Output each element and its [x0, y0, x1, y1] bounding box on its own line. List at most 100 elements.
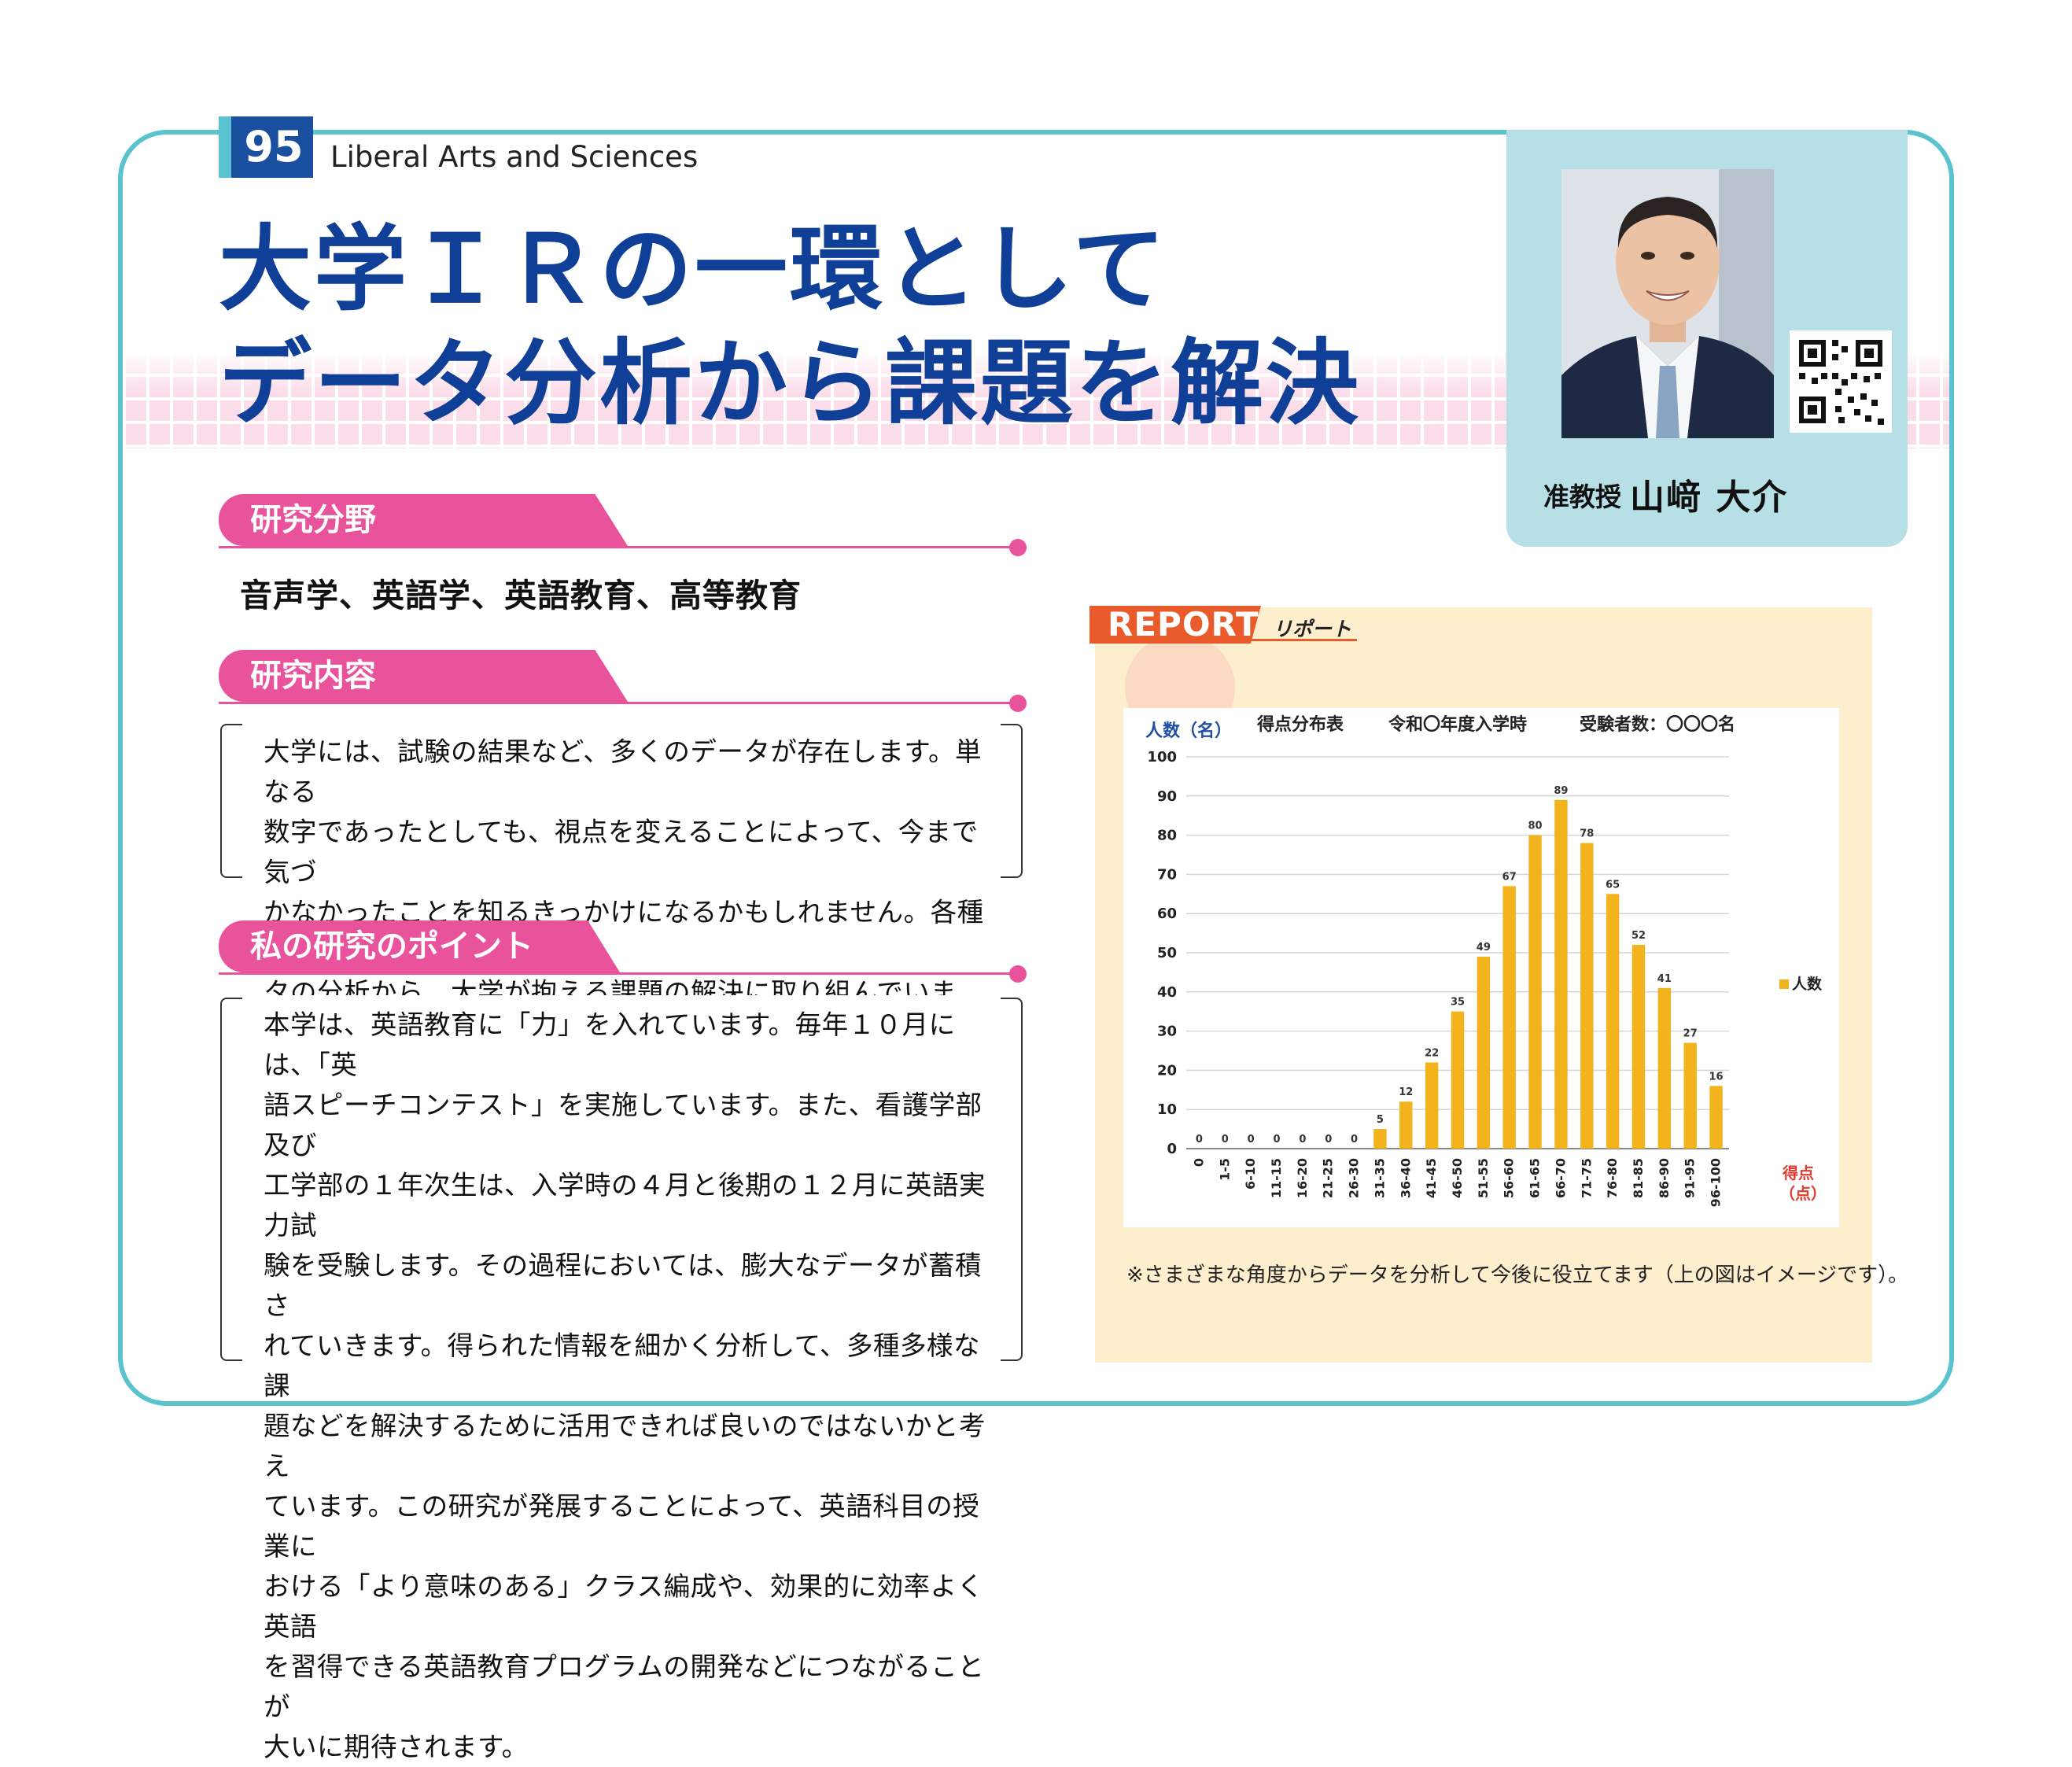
bar: [1554, 799, 1568, 1149]
data-label: 78: [1580, 828, 1594, 840]
data-label: 49: [1477, 942, 1491, 954]
point-bracket-mask: [242, 995, 1001, 1363]
y-tick-label: 50: [1157, 945, 1177, 961]
legend-label: 人数: [1792, 975, 1823, 993]
chart-x-axis-unit: （点）: [1779, 1184, 1827, 1203]
chart-subtitle-count: 受験者数：〇〇〇名: [1580, 714, 1735, 735]
bar: [1528, 835, 1542, 1149]
chart-y-axis-label: 人数（名）: [1145, 721, 1232, 741]
data-label: 80: [1528, 821, 1543, 832]
x-tick-label: 71-75: [1579, 1158, 1594, 1198]
x-tick-label: 0: [1191, 1158, 1206, 1167]
data-label: 22: [1425, 1047, 1439, 1059]
x-tick-label: 31-35: [1372, 1158, 1387, 1198]
section-dot-point: [1009, 965, 1027, 983]
bar: [1709, 1086, 1723, 1149]
section-tab-content: [219, 650, 628, 702]
x-tick-label: 1-5: [1217, 1158, 1232, 1181]
bar: [1657, 987, 1672, 1149]
research-point-text: 本学は、英語教育に「力」を入れています。毎年１０月には、「英 語スピーチコンテス…: [264, 1005, 1003, 1767]
y-tick-label: 10: [1157, 1101, 1177, 1118]
bar: [1631, 945, 1646, 1149]
y-tick-label: 20: [1157, 1062, 1177, 1079]
bar: [1451, 1011, 1465, 1149]
data-label: 16: [1709, 1071, 1724, 1083]
report-title: REPORT: [1108, 605, 1259, 644]
data-label: 65: [1606, 879, 1620, 891]
y-tick-label: 0: [1167, 1141, 1177, 1157]
content-line: 数字であったとしても、視点を変えることによって、今まで気づ: [264, 817, 979, 887]
x-tick-label: 61-65: [1528, 1158, 1543, 1198]
data-label: 52: [1631, 930, 1646, 942]
data-label: 0: [1248, 1134, 1255, 1145]
qr-code-icon[interactable]: [1790, 330, 1892, 433]
point-line: 語スピーチコンテスト」を実施しています。また、看護学部及び: [264, 1090, 983, 1160]
x-tick-label: 16-20: [1295, 1158, 1310, 1198]
section-heading-field: 研究分野: [250, 502, 376, 538]
y-tick-label: 70: [1157, 866, 1177, 883]
professor-name: 山﨑 大介: [1630, 478, 1789, 518]
section-tab-field: [219, 494, 628, 546]
point-line: 験を受験します。その過程においては、膨大なデータが蓄積さ: [264, 1250, 982, 1321]
section-rule-point: [219, 972, 1015, 975]
bar: [1580, 843, 1594, 1149]
content-line: 大学には、試験の結果など、多くのデータが存在します。単なる: [264, 736, 982, 807]
section-rule-field: [219, 546, 1015, 548]
section-dot-content: [1009, 695, 1027, 712]
x-tick-label: 56-60: [1502, 1158, 1517, 1198]
category-label: Liberal Arts and Sciences: [330, 140, 699, 174]
y-tick-label: 30: [1157, 1024, 1177, 1040]
report-note: ※さまざまな角度からデータを分析して今後に役立てます（上の図はイメージです）。: [1126, 1263, 1909, 1287]
professor-photo: [1561, 169, 1774, 438]
chart-subtitle-year: 令和〇年度入学時: [1388, 714, 1527, 735]
x-tick-label: 66-70: [1553, 1158, 1568, 1198]
x-tick-label: 41-45: [1424, 1158, 1439, 1198]
x-tick-label: 81-85: [1631, 1158, 1646, 1198]
bar: [1399, 1101, 1413, 1149]
bar: [1606, 894, 1620, 1149]
x-tick-label: 86-90: [1657, 1158, 1672, 1198]
x-tick-label: 11-15: [1269, 1158, 1284, 1198]
content-bracket-mask: [242, 721, 1001, 880]
page-number: 95: [244, 122, 304, 172]
y-tick-label: 90: [1157, 788, 1177, 805]
section-tab-point: [219, 920, 620, 972]
data-label: 0: [1273, 1134, 1280, 1145]
bar: [1425, 1062, 1439, 1149]
point-line: ています。この研究が発展することによって、英語科目の授業に: [264, 1491, 980, 1562]
x-tick-label: 21-25: [1321, 1158, 1336, 1198]
data-label: 89: [1554, 785, 1568, 797]
point-line: おける「より意味のある」クラス編成や、効果的に効率よく英語: [264, 1571, 984, 1642]
research-field-text: 音声学、英語学、英語教育、高等教育: [240, 577, 802, 614]
page-title-line1: 大学ＩＲの一環として: [219, 215, 1168, 323]
bar: [1373, 1129, 1387, 1149]
chart-x-axis-label: 得点: [1782, 1164, 1814, 1182]
x-tick-label: 46-50: [1450, 1158, 1465, 1198]
y-tick-label: 40: [1157, 984, 1177, 1001]
data-label: 27: [1683, 1028, 1698, 1040]
chart-title: 得点分布表: [1256, 714, 1344, 735]
data-label: 0: [1196, 1134, 1203, 1145]
point-line: 大いに期待されます。: [264, 1732, 529, 1762]
point-line: 題などを解決するために活用できれば良いのではないかと考え: [264, 1411, 986, 1481]
x-tick-label: 36-40: [1398, 1158, 1413, 1198]
bar: [1502, 886, 1516, 1149]
section-heading-point: 私の研究のポイント: [250, 928, 533, 965]
data-label: 0: [1222, 1134, 1229, 1145]
professor-position: 准教授: [1543, 481, 1621, 512]
data-label: 0: [1299, 1134, 1306, 1145]
data-label: 41: [1657, 973, 1672, 985]
report-subtitle: リポート: [1273, 618, 1352, 640]
chart-container: 0 10 20 30 40 50 60 70 80 90 100 0 1-5 6-10 11-15 16-2…: [1123, 708, 1839, 1227]
data-label: 5: [1377, 1114, 1384, 1126]
point-line: を習得できる英語教育プログラムの開発などにつながることが: [264, 1651, 985, 1722]
x-tick-label: 91-95: [1683, 1158, 1698, 1198]
bar: [1683, 1042, 1697, 1149]
legend-swatch: [1779, 979, 1789, 989]
x-tick-label: 6-10: [1243, 1158, 1258, 1190]
point-line: 工学部の１年次生は、入学時の４月と後期の１２月に英語実力試: [264, 1170, 986, 1241]
data-label: 35: [1451, 997, 1465, 1009]
data-label: 12: [1399, 1086, 1413, 1098]
section-rule-content: [219, 702, 1015, 704]
